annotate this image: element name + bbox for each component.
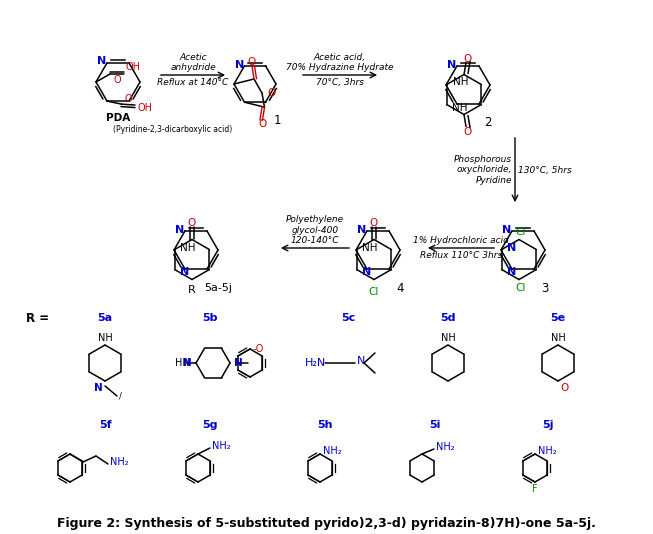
Text: 5d: 5d — [440, 313, 456, 323]
Text: N: N — [357, 225, 366, 235]
Text: 5e: 5e — [550, 313, 565, 323]
Text: F: F — [532, 484, 538, 494]
Text: R =: R = — [26, 311, 50, 325]
Text: N: N — [507, 242, 516, 253]
Text: Cl: Cl — [516, 282, 526, 293]
Text: 1: 1 — [273, 114, 281, 127]
Text: 5a: 5a — [97, 313, 112, 323]
Text: 4: 4 — [396, 281, 404, 294]
Text: 70°C, 3hrs: 70°C, 3hrs — [316, 78, 364, 87]
Text: Reflux 110°C 3hrs: Reflux 110°C 3hrs — [420, 251, 502, 260]
Text: N: N — [234, 358, 243, 368]
Text: N: N — [502, 225, 511, 235]
Text: NH₂: NH₂ — [538, 446, 556, 456]
Text: OH: OH — [126, 62, 141, 72]
Text: 3: 3 — [541, 281, 549, 294]
Text: N: N — [180, 266, 189, 277]
Text: NH₂: NH₂ — [323, 446, 342, 456]
Text: Figure 2: Synthesis of 5-substituted pyrido)2,3-d) pyridazin-8)7H)-one 5a-5j.: Figure 2: Synthesis of 5-substituted pyr… — [57, 517, 596, 530]
Text: 1% Hydrochloric acid: 1% Hydrochloric acid — [413, 236, 509, 245]
Text: O: O — [124, 94, 132, 104]
Text: NH: NH — [453, 76, 468, 87]
Text: N: N — [507, 266, 516, 277]
Text: 2: 2 — [485, 115, 492, 129]
Text: Cl: Cl — [369, 287, 379, 296]
Text: N: N — [176, 225, 185, 235]
Text: NH: NH — [550, 333, 565, 343]
Text: NH: NH — [452, 103, 467, 113]
Text: NH₂: NH₂ — [110, 457, 129, 467]
Text: -O: -O — [253, 344, 264, 354]
Text: 5h: 5h — [317, 420, 333, 430]
Text: O: O — [248, 57, 256, 67]
Text: OH: OH — [137, 103, 152, 113]
Text: O: O — [267, 88, 276, 98]
Text: N: N — [94, 383, 103, 393]
Text: R: R — [188, 285, 196, 295]
Text: O: O — [370, 217, 378, 227]
Text: Reflux at 140°C: Reflux at 140°C — [157, 78, 229, 87]
Text: 130°C, 5hrs: 130°C, 5hrs — [518, 166, 572, 175]
Text: HN: HN — [175, 358, 190, 368]
Text: /: / — [119, 391, 122, 400]
Text: N: N — [97, 56, 106, 66]
Text: O: O — [464, 127, 472, 137]
Text: N: N — [447, 60, 456, 70]
Text: Acetic acid,
70% Hydrazine Hydrate: Acetic acid, 70% Hydrazine Hydrate — [286, 53, 394, 72]
Text: Phosphorous
oxychloride,
Pyridine: Phosphorous oxychloride, Pyridine — [454, 155, 512, 185]
Text: 5f: 5f — [99, 420, 111, 430]
Text: Cl: Cl — [516, 226, 526, 237]
Text: O: O — [464, 53, 472, 64]
Text: NH₂: NH₂ — [436, 442, 454, 452]
Text: 5c: 5c — [341, 313, 355, 323]
Text: NH: NH — [180, 242, 195, 253]
Text: N: N — [362, 266, 371, 277]
Text: (Pyridine-2,3-dicarboxylic acid): (Pyridine-2,3-dicarboxylic acid) — [113, 124, 232, 134]
Text: 5g: 5g — [202, 420, 217, 430]
Text: 5j: 5j — [542, 420, 554, 430]
Text: O: O — [560, 383, 568, 393]
Text: N: N — [357, 356, 366, 366]
Text: 5i: 5i — [429, 420, 441, 430]
Text: O: O — [259, 119, 266, 129]
Text: NH₂: NH₂ — [212, 441, 231, 451]
Text: 5b: 5b — [202, 313, 217, 323]
Text: H₂N: H₂N — [305, 358, 326, 368]
Text: PDA: PDA — [106, 113, 130, 123]
Text: Polyethylene
glycol-400
120-140°C: Polyethylene glycol-400 120-140°C — [286, 215, 344, 245]
Text: O: O — [188, 217, 196, 227]
Text: NH: NH — [98, 333, 112, 343]
Text: NH: NH — [441, 333, 455, 343]
Text: NH: NH — [362, 242, 377, 253]
Text: 5a-5j: 5a-5j — [204, 283, 232, 293]
Text: O: O — [113, 75, 121, 85]
Text: N: N — [235, 60, 244, 70]
Text: N: N — [183, 358, 192, 368]
Text: Acetic
anhydride: Acetic anhydride — [170, 53, 215, 72]
